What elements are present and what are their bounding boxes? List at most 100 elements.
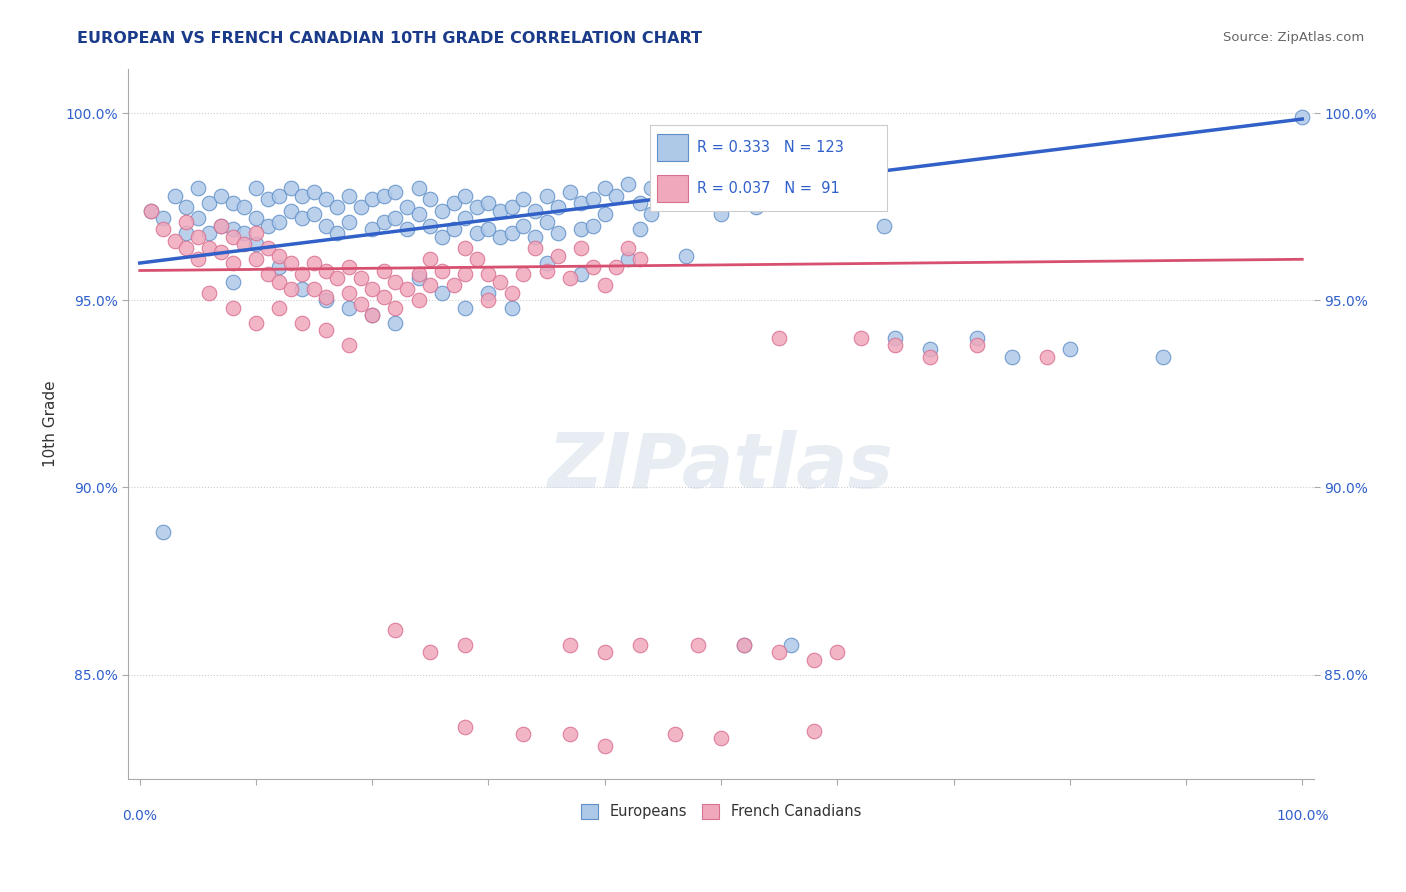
Point xyxy=(454,301,477,315)
Point xyxy=(419,193,441,207)
Point xyxy=(873,219,896,233)
Point xyxy=(593,645,616,659)
Point xyxy=(337,338,360,352)
Point xyxy=(454,211,477,226)
Point xyxy=(233,200,256,214)
Point xyxy=(280,256,302,270)
Point xyxy=(582,193,605,207)
Point xyxy=(430,285,453,300)
Point xyxy=(233,237,256,252)
Point xyxy=(361,282,384,296)
Point xyxy=(628,196,651,211)
Point xyxy=(291,282,314,296)
Point xyxy=(536,256,558,270)
Point xyxy=(152,211,174,226)
Point xyxy=(337,260,360,274)
Point xyxy=(256,241,278,255)
Point xyxy=(558,727,581,741)
Point xyxy=(593,181,616,195)
Point xyxy=(408,271,430,285)
Point xyxy=(849,331,872,345)
Point xyxy=(315,293,337,308)
Point xyxy=(825,162,848,177)
Point xyxy=(396,222,419,236)
Point xyxy=(326,226,349,240)
Point xyxy=(163,234,186,248)
Point xyxy=(593,207,616,221)
Point xyxy=(454,241,477,255)
Point xyxy=(430,203,453,218)
Point xyxy=(245,211,267,226)
Point xyxy=(361,193,384,207)
Point xyxy=(337,188,360,202)
Point xyxy=(361,309,384,323)
Point xyxy=(315,219,337,233)
Point xyxy=(174,226,197,240)
Point xyxy=(571,196,593,211)
Y-axis label: 10th Grade: 10th Grade xyxy=(44,381,58,467)
Point xyxy=(966,331,988,345)
Point xyxy=(768,645,790,659)
Point xyxy=(396,282,419,296)
Point xyxy=(373,215,395,229)
Point xyxy=(803,166,825,180)
Point xyxy=(349,200,371,214)
Point xyxy=(593,739,616,753)
Point xyxy=(477,267,499,281)
Point xyxy=(1035,350,1057,364)
Point xyxy=(373,290,395,304)
Point xyxy=(733,638,755,652)
Point xyxy=(408,293,430,308)
Point xyxy=(756,193,779,207)
Point xyxy=(209,219,232,233)
Point xyxy=(571,241,593,255)
Point xyxy=(489,275,512,289)
Point xyxy=(792,178,814,192)
Point xyxy=(326,271,349,285)
Point xyxy=(256,219,278,233)
Text: EUROPEAN VS FRENCH CANADIAN 10TH GRADE CORRELATION CHART: EUROPEAN VS FRENCH CANADIAN 10TH GRADE C… xyxy=(77,31,703,46)
Point xyxy=(373,188,395,202)
Point xyxy=(501,285,523,300)
Point xyxy=(524,203,547,218)
Point xyxy=(849,193,872,207)
Point xyxy=(269,248,291,262)
Point xyxy=(571,267,593,281)
Point xyxy=(699,169,721,184)
Point xyxy=(291,188,314,202)
Point xyxy=(454,188,477,202)
Point xyxy=(640,207,662,221)
Point xyxy=(187,252,209,267)
Point xyxy=(582,219,605,233)
Point xyxy=(256,193,278,207)
Point xyxy=(838,181,860,195)
Point xyxy=(141,203,163,218)
Point xyxy=(222,275,245,289)
Point xyxy=(384,275,406,289)
Point xyxy=(408,267,430,281)
Point xyxy=(315,193,337,207)
Text: ZIPatlas: ZIPatlas xyxy=(548,430,894,503)
Point xyxy=(198,196,221,211)
Point xyxy=(408,207,430,221)
Point xyxy=(582,260,605,274)
Point xyxy=(233,226,256,240)
Point xyxy=(664,193,686,207)
Point xyxy=(396,200,419,214)
Point xyxy=(430,263,453,277)
Point xyxy=(302,207,325,221)
Point xyxy=(617,241,640,255)
Point xyxy=(710,181,733,195)
Point xyxy=(384,211,406,226)
Point xyxy=(1001,350,1024,364)
Point xyxy=(477,196,499,211)
Point xyxy=(501,226,523,240)
Point xyxy=(512,267,534,281)
Point xyxy=(558,638,581,652)
Point xyxy=(152,222,174,236)
Point xyxy=(152,525,174,540)
Point xyxy=(349,297,371,311)
Point xyxy=(536,188,558,202)
Point xyxy=(209,188,232,202)
Point xyxy=(920,342,942,356)
